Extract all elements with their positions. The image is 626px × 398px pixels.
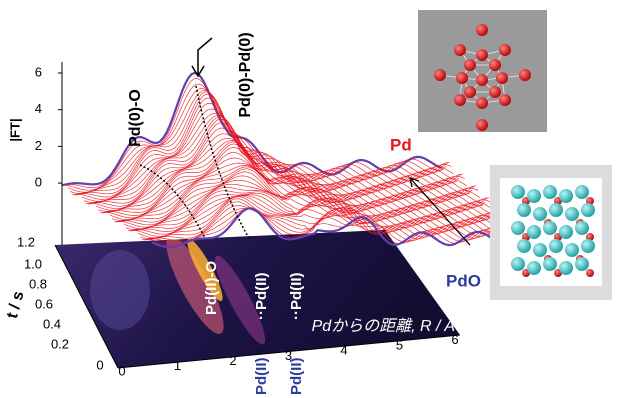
ft-tick-label: 6 [35,64,42,79]
time-tick-label: 0.8 [29,276,47,291]
peak-label: Pd(0)-O [127,89,144,147]
atom [533,243,547,257]
peak-label: Pd(II)-O [203,261,220,315]
atom [511,185,525,199]
atom [456,72,468,84]
time-tick-label: 0.4 [43,316,61,331]
atom [517,203,531,217]
atom [575,221,589,235]
atom [476,74,488,86]
atom [496,72,508,84]
ft-tick-label: 2 [35,138,42,153]
atom [489,86,501,98]
heatmap-streak [90,250,150,330]
atom [476,119,488,131]
figure: |FT| 6 4 2 0 t / s 1.2 1.0 0.8 0.6 0.4 0.2 0 Pdから… [0,0,626,398]
atom [581,239,595,253]
time-tick-label: 1.2 [17,234,35,249]
atom [549,203,563,217]
pd-label: Pd [390,135,412,154]
ft-axis-label: |FT| [7,118,22,141]
r-tick-label: 4 [340,343,347,358]
atom [464,86,476,98]
atom [511,221,525,235]
peak-label: Pd(II) [253,358,270,396]
atom [559,261,573,275]
time-tick-label: 0.6 [35,296,53,311]
atom [527,225,541,239]
atom [565,243,579,257]
r-tick-label: 0 [118,363,125,378]
atom [586,269,594,277]
atom [454,44,466,56]
pdo-label: PdO [446,271,481,290]
r-axis-label: Pdからの距離, R / A [312,317,455,335]
time-tick-label: 1.0 [24,256,42,271]
atom [559,225,573,239]
atom [575,185,589,199]
atom [499,44,511,56]
atom [434,69,446,81]
atom [464,59,476,71]
atom [517,239,531,253]
atom [476,97,488,109]
atom [581,203,595,217]
time-tick-label: 0 [96,357,103,372]
atom [575,257,589,271]
atom [454,94,466,106]
atom [565,207,579,221]
r-tick-label: 6 [451,332,458,347]
atom [549,239,563,253]
ft-tick-label: 4 [35,101,42,116]
ft-ticks: 6 4 2 0 [35,64,62,189]
r-tick-label: 5 [396,337,403,352]
atom [559,189,573,203]
atom [489,59,501,71]
r-tick-label: 2 [229,353,236,368]
peak-label: Pd(II) [288,358,305,396]
pdo-structure-image [490,165,612,300]
atom [543,221,557,235]
pd-structure-image [418,10,547,132]
r-tick-label: 1 [174,358,181,373]
atom [511,257,525,271]
peak-arrow [192,38,212,76]
spectrum [124,184,501,229]
atom [543,185,557,199]
peak-label: Pd(0)-Pd(0) [237,32,254,117]
time-tick-label: 0.2 [51,336,69,351]
peak-label: ··Pd(II) [288,273,305,320]
time-axis-label: t / s [4,289,28,320]
atom [543,257,557,271]
peak-label: ··Pd(II) [253,273,270,320]
atom [476,24,488,36]
ft-tick-label: 0 [35,175,42,190]
atom [476,49,488,61]
atom [533,207,547,221]
atom [519,69,531,81]
atom [527,189,541,203]
atom [499,94,511,106]
atom [527,261,541,275]
